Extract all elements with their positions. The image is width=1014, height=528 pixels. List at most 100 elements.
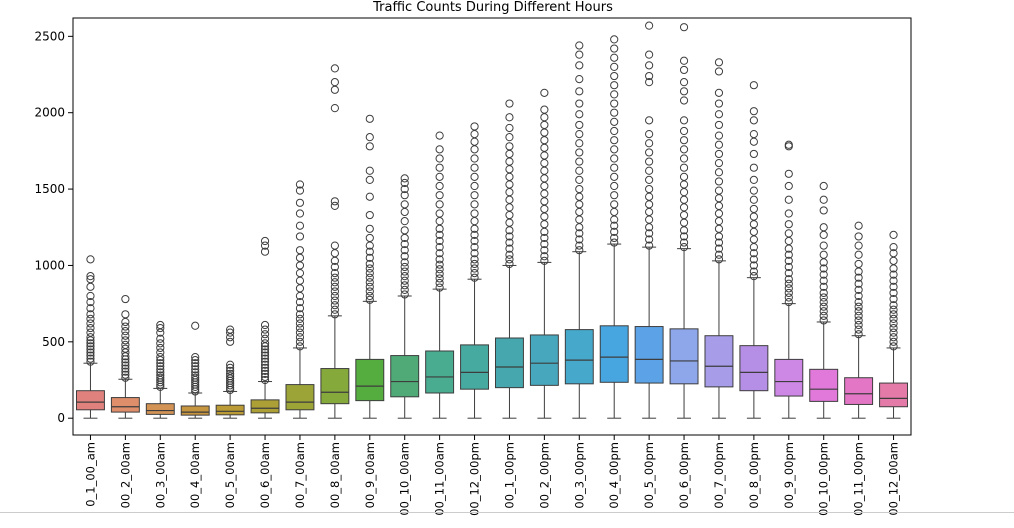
outlier-point — [86, 304, 95, 313]
box-group — [460, 122, 490, 419]
outlier-point — [679, 218, 689, 227]
outlier-point — [819, 195, 828, 204]
outlier-point — [575, 157, 584, 166]
x-tick-label: 00_2_00am — [118, 442, 132, 508]
outlier-point — [819, 250, 828, 259]
outlier-point — [260, 345, 270, 354]
outlier-point — [540, 136, 549, 145]
outlier-point — [295, 180, 305, 189]
outlier-point — [854, 259, 863, 269]
x-tick-label: 00_6_00pm — [677, 442, 691, 509]
outlier-point — [645, 241, 654, 250]
box-group — [390, 174, 420, 419]
outlier-point — [784, 268, 793, 278]
outlier-point — [610, 154, 619, 163]
outlier-point — [540, 233, 549, 243]
box-iqr — [215, 404, 245, 416]
outlier-point — [121, 327, 130, 336]
outlier-point — [645, 78, 654, 87]
outlier-point — [400, 290, 409, 299]
outlier-point — [435, 230, 444, 240]
outlier-point — [784, 279, 793, 288]
x-tick-label: 0_1_00_am — [83, 442, 97, 507]
outlier-point — [854, 291, 863, 301]
outlier-point — [260, 351, 270, 360]
outlier-point — [365, 295, 374, 304]
outlier-point — [610, 71, 619, 81]
outlier-point — [714, 110, 724, 119]
box-iqr — [285, 384, 315, 411]
outlier-point — [260, 354, 270, 363]
outlier-point — [679, 96, 689, 105]
outlier-point — [679, 65, 689, 75]
outlier-point — [645, 235, 654, 244]
outlier-point — [156, 359, 165, 368]
outlier-point — [330, 301, 339, 310]
outlier-point — [679, 195, 689, 204]
outlier-point — [679, 180, 689, 189]
outlier-point — [575, 41, 584, 50]
outlier-point — [540, 197, 549, 206]
outlier-point — [365, 264, 374, 273]
outlier-point — [470, 163, 479, 172]
outlier-point — [330, 64, 339, 73]
outlier-point — [714, 149, 724, 159]
outlier-point — [191, 356, 200, 365]
outlier-point — [470, 255, 479, 264]
outlier-point — [121, 370, 130, 379]
x-tick-label: 00_5_00pm — [642, 442, 656, 509]
outlier-point — [505, 250, 514, 259]
outlier-point — [156, 371, 165, 380]
outlier-point — [749, 81, 758, 90]
y-tick-label: 2000 — [34, 106, 65, 120]
outlier-point — [435, 131, 444, 140]
outlier-point — [191, 365, 200, 374]
outlier-point — [86, 328, 95, 337]
outlier-point — [435, 181, 444, 191]
outlier-point — [365, 273, 374, 282]
outlier-point — [400, 285, 409, 294]
box-iqr — [320, 368, 350, 405]
outlier-point — [365, 210, 374, 220]
outlier-point — [645, 139, 654, 148]
outlier-point — [435, 209, 444, 218]
outlier-point — [540, 189, 549, 198]
outlier-point — [435, 236, 444, 246]
outlier-point — [260, 366, 270, 375]
outlier-point — [470, 264, 479, 273]
outlier-point — [610, 233, 619, 243]
outlier-point — [295, 310, 305, 319]
outlier-point — [435, 255, 444, 264]
box-group — [564, 41, 594, 419]
outlier-point — [435, 172, 444, 181]
outlier-point — [121, 373, 130, 382]
outlier-point — [435, 191, 444, 200]
outlier-point — [889, 328, 898, 337]
outlier-point — [505, 157, 514, 166]
box-group — [285, 180, 315, 419]
box-group — [879, 230, 909, 419]
outlier-point — [365, 142, 374, 151]
box-iqr — [669, 328, 699, 385]
outlier-point — [610, 200, 619, 209]
outlier-point — [86, 255, 95, 264]
outlier-point — [819, 288, 828, 298]
box-iqr — [599, 325, 629, 383]
outlier-point — [819, 316, 828, 325]
outlier-point — [156, 320, 165, 330]
outlier-point — [610, 90, 619, 99]
outlier-point — [749, 163, 758, 172]
outlier-point — [330, 249, 339, 258]
outlier-point — [365, 278, 374, 287]
outlier-point — [86, 345, 95, 354]
outlier-point — [435, 145, 444, 154]
outlier-point — [645, 21, 654, 30]
outlier-point — [295, 284, 305, 293]
output-divider — [0, 512, 1014, 513]
box-group — [669, 23, 699, 419]
outlier-point — [121, 322, 130, 331]
outlier-point — [330, 291, 339, 301]
outlier-point — [610, 221, 619, 230]
outlier-point — [470, 200, 479, 209]
outlier-point — [819, 270, 828, 279]
